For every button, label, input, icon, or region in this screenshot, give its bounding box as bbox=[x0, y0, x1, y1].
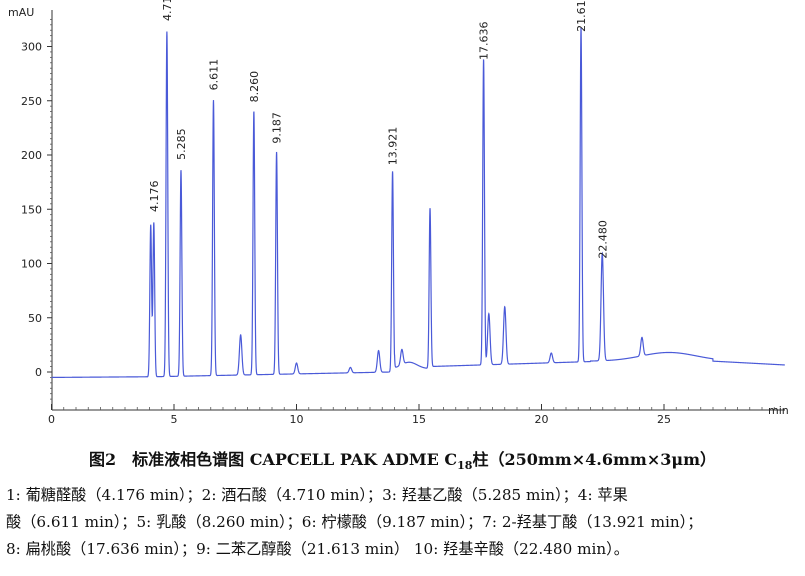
x-tick-label: 25 bbox=[657, 413, 671, 426]
legend-line: 8: 扁桃酸（17.636 min）；9: 二苯乙醇酸（21.613 min） … bbox=[6, 540, 629, 558]
y-axis-label: mAU bbox=[8, 6, 34, 19]
peak-label: 4.710 bbox=[161, 0, 174, 21]
peak-label: 13.921 bbox=[387, 127, 400, 166]
peak-label: 5.285 bbox=[175, 128, 188, 160]
x-axis-label: min bbox=[768, 404, 789, 417]
caption-suffix: 柱（250mm×4.6mm×3μm） bbox=[472, 450, 716, 469]
peak-label: 4.176 bbox=[148, 180, 161, 212]
y-tick-label: 300 bbox=[21, 41, 42, 54]
peak-label: 9.187 bbox=[271, 112, 284, 144]
y-axis: 0 50 100 150 200 250 300 mAU bbox=[8, 6, 53, 410]
x-tick-label: 10 bbox=[290, 413, 304, 426]
figure-caption: 图2 标准液相色谱图 CAPCELL PAK ADME C18柱（250mm×4… bbox=[0, 446, 805, 472]
y-tick-label: 0 bbox=[35, 366, 42, 379]
y-tick-label: 100 bbox=[21, 258, 42, 271]
chromatogram-trace bbox=[51, 27, 785, 379]
x-tick-label: 0 bbox=[48, 413, 55, 426]
y-tick-label: 200 bbox=[21, 149, 42, 162]
y-tick-label: 50 bbox=[28, 312, 42, 325]
legend-line: 酸（6.611 min）；5: 乳酸（8.260 min）；6: 柠檬酸（9.1… bbox=[6, 513, 703, 531]
peak-label: 22.480 bbox=[596, 220, 609, 259]
peak-label: 21.613 bbox=[575, 0, 588, 32]
compound-legend: 1: 葡糖醛酸（4.176 min）；2: 酒石酸（4.710 min）；3: … bbox=[6, 482, 802, 563]
peak-label: 6.611 bbox=[207, 59, 220, 91]
x-tick-label: 20 bbox=[535, 413, 549, 426]
x-tick-label: 15 bbox=[412, 413, 426, 426]
x-axis: 0 5 10 15 20 25 min bbox=[48, 404, 789, 426]
chromatogram-chart: 0 50 100 150 200 250 300 mAU 0 5 10 15 20 25 min 4.17… bbox=[8, 0, 789, 426]
caption-subscript: 18 bbox=[457, 459, 473, 473]
peak-label: 8.260 bbox=[248, 71, 261, 103]
y-tick-label: 150 bbox=[21, 203, 42, 216]
x-tick-label: 5 bbox=[171, 413, 178, 426]
peak-label: 17.636 bbox=[478, 22, 491, 61]
y-tick-label: 250 bbox=[21, 95, 42, 108]
legend-line: 1: 葡糖醛酸（4.176 min）；2: 酒石酸（4.710 min）；3: … bbox=[6, 486, 628, 504]
peak-labels: 4.176 4.710 5.285 6.611 8.260 9.187 13.921 17.6… bbox=[148, 0, 609, 259]
caption-prefix: 图2 标准液相色谱图 CAPCELL PAK ADME C bbox=[88, 450, 458, 469]
